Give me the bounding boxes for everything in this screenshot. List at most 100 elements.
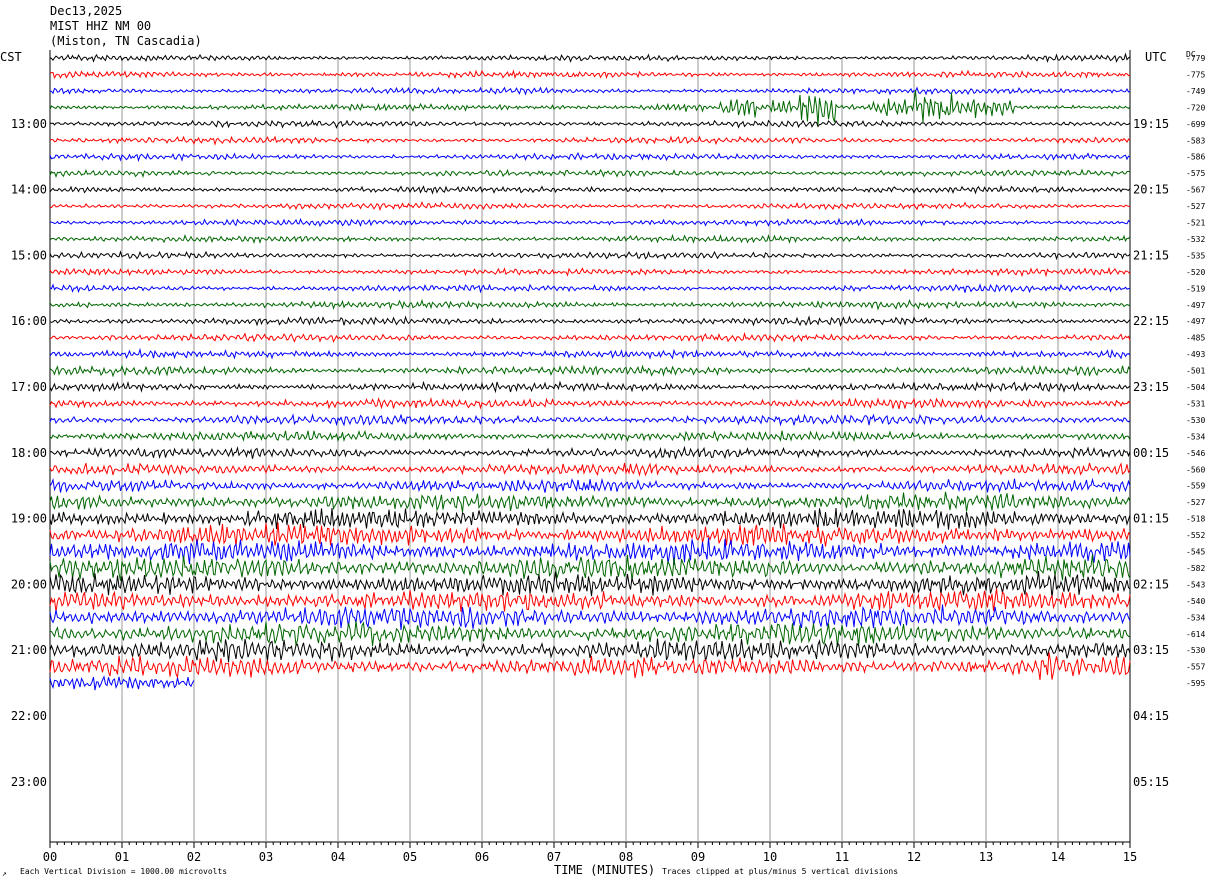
dc-offset-label: -575 — [1186, 169, 1205, 178]
dc-offset-label: -519 — [1186, 284, 1205, 293]
cst-hour-label: 18:00 — [11, 446, 47, 460]
seismic-trace — [49, 315, 1131, 328]
seismic-trace — [49, 184, 1131, 195]
cst-hour-label: 20:00 — [11, 577, 47, 591]
seismic-trace — [49, 151, 1131, 163]
dc-offset-label: -699 — [1186, 120, 1205, 129]
dc-offset-label: -530 — [1186, 646, 1205, 655]
x-axis-title: TIME (MINUTES) — [554, 863, 655, 877]
seismic-trace — [49, 347, 1131, 360]
seismic-trace — [49, 200, 1131, 212]
utc-hour-label: 05:15 — [1133, 775, 1169, 789]
header-date: Dec13,2025 — [50, 4, 123, 18]
seismic-trace — [49, 119, 1131, 129]
x-tick-label: 05 — [403, 850, 417, 864]
x-tick-label: 06 — [475, 850, 489, 864]
dc-offset-label: -559 — [1186, 482, 1205, 491]
x-tick-label: 14 — [1051, 850, 1065, 864]
dc-offset-label: -534 — [1186, 613, 1205, 622]
seismic-trace — [49, 652, 1131, 680]
seismic-trace — [49, 675, 195, 691]
cst-hour-label: 19:00 — [11, 512, 47, 526]
dc-offset-label: -531 — [1186, 399, 1205, 408]
x-tick-label: 03 — [259, 850, 273, 864]
utc-hour-label: 22:15 — [1133, 314, 1169, 328]
seismic-trace — [49, 477, 1131, 494]
seismic-trace — [49, 396, 1131, 410]
dc-offset-label: -520 — [1186, 268, 1205, 277]
dc-offset-label: -497 — [1186, 301, 1205, 310]
dc-offset-label: -546 — [1186, 449, 1205, 458]
x-tick-label: 09 — [691, 850, 705, 864]
seismic-trace — [49, 621, 1131, 647]
dc-offset-label: -749 — [1186, 87, 1205, 96]
seismic-trace — [49, 588, 1131, 613]
cst-hour-label: 21:00 — [11, 643, 47, 657]
cst-hour-label: 23:00 — [11, 775, 47, 789]
dc-offset-label: -501 — [1186, 367, 1205, 376]
dc-label: DC — [1186, 50, 1196, 59]
x-tick-label: 00 — [43, 850, 57, 864]
seismic-trace — [49, 168, 1131, 178]
dc-offset-label: -527 — [1186, 498, 1205, 507]
dc-offset-label: -567 — [1186, 186, 1205, 195]
seismic-trace — [49, 89, 1131, 125]
cst-hour-label: 22:00 — [11, 709, 47, 723]
cst-hour-label: 15:00 — [11, 248, 47, 262]
trace-group — [49, 52, 1131, 691]
seismic-trace — [49, 52, 1131, 64]
axis-labels: 00 01 02 03 04 05 06 07 08 09 10 11 12 13 14 15 13:00 19:… — [11, 54, 1206, 864]
dc-offset-label: -720 — [1186, 103, 1205, 112]
dc-offset-label: -535 — [1186, 251, 1205, 260]
seismic-trace — [49, 266, 1131, 278]
dc-offset-label: -530 — [1186, 416, 1205, 425]
dc-offset-label: -521 — [1186, 219, 1205, 228]
seismic-trace — [49, 445, 1131, 460]
corner-mark: ↗ — [2, 869, 7, 878]
seismic-trace — [49, 69, 1131, 80]
cst-hour-label: 17:00 — [11, 380, 47, 394]
seismic-trace — [49, 522, 1131, 547]
seismic-trace — [49, 298, 1131, 311]
seismic-trace — [49, 491, 1131, 513]
seismic-trace — [49, 507, 1131, 530]
dc-offset-label: -518 — [1186, 515, 1205, 524]
seismic-trace — [49, 217, 1131, 228]
seismic-trace — [49, 331, 1131, 344]
utc-hour-label: 21:15 — [1133, 248, 1169, 262]
seismic-trace — [49, 429, 1131, 443]
seismic-trace — [49, 233, 1131, 245]
dc-offset-label: -504 — [1186, 383, 1205, 392]
dc-offset-label: -779 — [1186, 54, 1205, 63]
x-tick-label: 13 — [979, 850, 993, 864]
seismic-trace — [49, 86, 1131, 96]
cst-hour-label: 14:00 — [11, 183, 47, 197]
x-tick-label: 01 — [115, 850, 129, 864]
seismic-trace — [49, 364, 1131, 378]
x-tick-label: 04 — [331, 850, 345, 864]
dc-offset-label: -595 — [1186, 679, 1205, 688]
seismic-trace — [49, 462, 1131, 477]
seismic-trace — [49, 554, 1131, 581]
seismic-trace — [49, 413, 1131, 427]
seismic-trace — [49, 135, 1131, 146]
scale-note: Each Vertical Division = 1000.00 microvo… — [20, 867, 228, 876]
header-station: MIST HHZ NM 00 — [50, 19, 152, 33]
clip-note: Traces clipped at plus/minus 5 vertical … — [662, 867, 899, 876]
utc-hour-label: 01:15 — [1133, 512, 1169, 526]
dc-offset-label: -582 — [1186, 564, 1205, 573]
cst-hour-label: 16:00 — [11, 314, 47, 328]
cst-hour-label: 13:00 — [11, 117, 47, 131]
x-tick-label: 11 — [835, 850, 849, 864]
dc-offset-label: -540 — [1186, 597, 1205, 606]
x-tick-label: 02 — [187, 850, 201, 864]
dc-offset-label: -583 — [1186, 136, 1205, 145]
seismic-trace — [49, 638, 1131, 663]
seismic-trace — [49, 283, 1131, 294]
x-tick-label: 08 — [619, 850, 633, 864]
utc-hour-label: 20:15 — [1133, 183, 1169, 197]
dc-offset-label: -532 — [1186, 235, 1205, 244]
dc-offset-label: -775 — [1186, 70, 1205, 79]
utc-hour-label: 02:15 — [1133, 577, 1169, 591]
